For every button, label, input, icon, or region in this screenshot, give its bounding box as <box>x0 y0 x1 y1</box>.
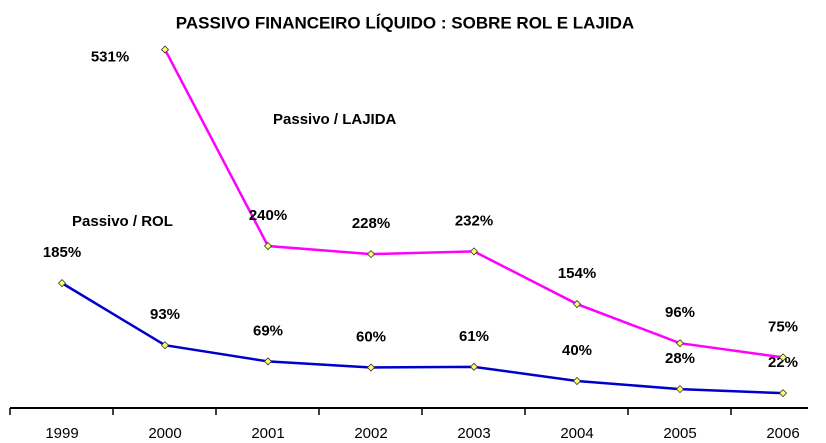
data-label: 96% <box>665 304 695 321</box>
data-label: 61% <box>459 328 489 345</box>
data-label: 60% <box>356 328 386 345</box>
marker <box>778 389 788 398</box>
series-line <box>61 282 784 395</box>
x-tick-label: 2005 <box>663 425 696 442</box>
marker <box>572 376 582 386</box>
data-label: 69% <box>253 322 283 339</box>
series-label: Passivo / ROL <box>72 213 173 230</box>
marker <box>778 353 788 362</box>
marker <box>675 385 685 394</box>
x-tick-label: 2006 <box>766 425 799 442</box>
data-label: 28% <box>665 350 695 367</box>
marker <box>675 339 685 348</box>
series-label: Passivo / LAJIDA <box>273 111 397 128</box>
data-label: 531% <box>91 49 129 66</box>
marker <box>263 241 273 251</box>
data-label: 240% <box>249 207 287 224</box>
data-label: 185% <box>43 244 81 261</box>
x-tick-label: 2002 <box>354 425 387 442</box>
marker <box>366 363 376 372</box>
marker <box>469 247 479 256</box>
marker <box>160 45 170 54</box>
data-label: 22% <box>768 354 798 371</box>
x-tick-label: 2000 <box>148 425 181 442</box>
x-tick-label: 2003 <box>457 425 490 442</box>
marker <box>366 250 376 259</box>
data-label: 75% <box>768 318 798 335</box>
x-tick-label: 1999 <box>45 425 78 442</box>
marker <box>263 357 273 366</box>
marker <box>572 299 582 309</box>
marker <box>160 341 170 350</box>
data-label: 228% <box>352 215 390 232</box>
x-tick-label: 2004 <box>560 425 593 442</box>
data-label: 232% <box>455 212 493 229</box>
data-label: 93% <box>150 306 180 323</box>
x-tick-label: 2001 <box>251 425 284 442</box>
data-label: 154% <box>558 265 596 282</box>
data-label: 40% <box>562 342 592 359</box>
marker <box>469 362 479 371</box>
marker <box>57 279 67 288</box>
chart-title: PASSIVO FINANCEIRO LÍQUIDO : SOBRE ROL E… <box>176 13 634 32</box>
